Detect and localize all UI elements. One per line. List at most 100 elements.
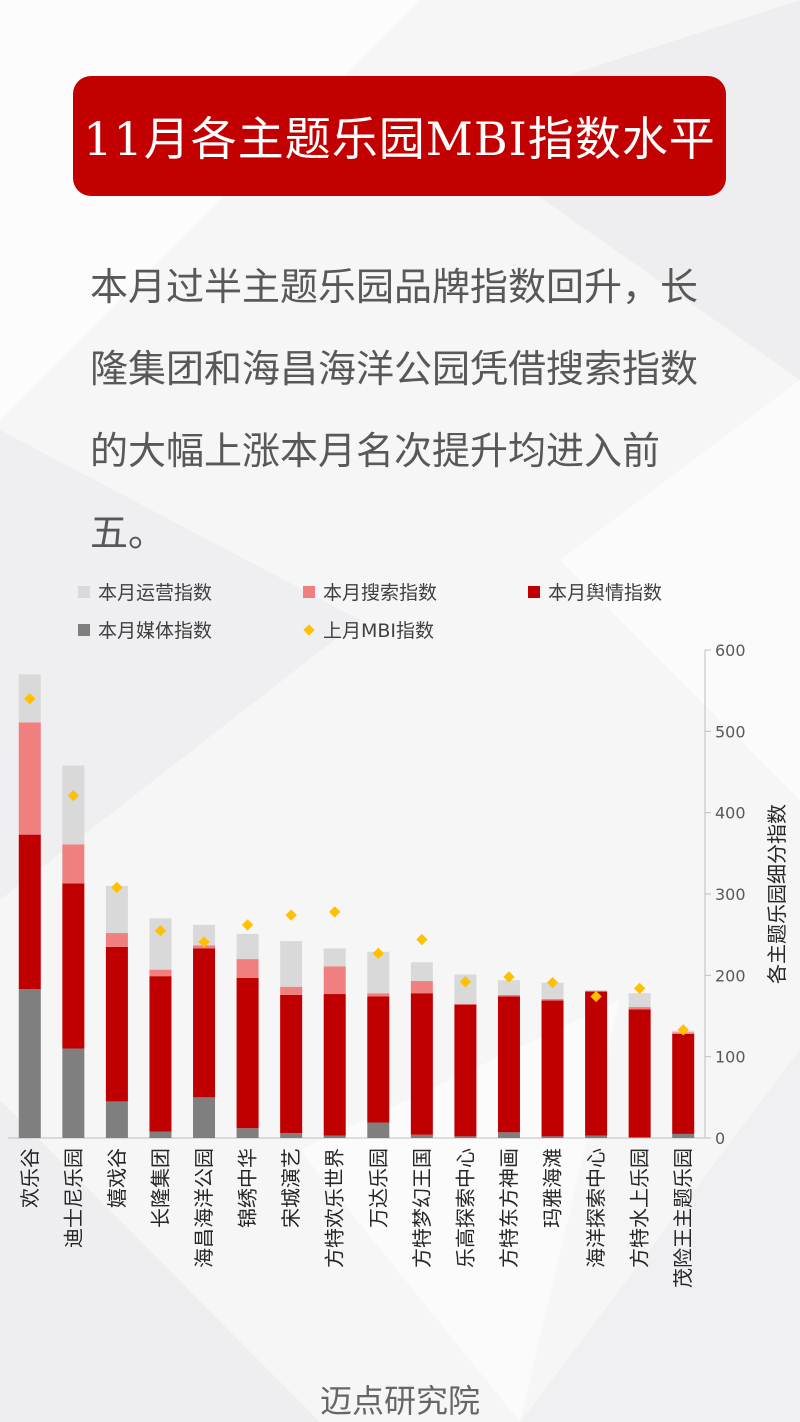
y-tick-label: 100 <box>715 1048 746 1067</box>
bar-segment <box>62 1048 85 1138</box>
last-month-marker <box>503 971 515 983</box>
legend-label-media: 本月媒体指数 <box>98 620 213 642</box>
bar-segment <box>105 933 128 947</box>
bar-segment <box>410 993 433 1135</box>
legend-swatch-search <box>303 585 315 598</box>
bar-segment <box>454 1136 477 1138</box>
title-banner: 11月各主题乐园MBI指数水平 <box>73 76 726 196</box>
last-month-marker <box>633 982 646 995</box>
category-label: 方特水上乐园 <box>628 1148 652 1268</box>
bar-segment <box>585 1135 608 1138</box>
bar-segment <box>497 1132 520 1138</box>
y-tick-label: 300 <box>715 885 746 904</box>
category-label: 方特东方神画 <box>497 1148 521 1268</box>
y-tick-label: 200 <box>715 966 746 985</box>
bar-segment <box>105 1101 128 1138</box>
bar-segment <box>672 1033 695 1134</box>
bar-segment <box>280 1133 303 1138</box>
bar-segment <box>323 994 346 1136</box>
bar-segment <box>628 1137 651 1138</box>
last-month-marker <box>416 933 428 946</box>
category-label: 海昌海洋公园 <box>192 1148 216 1268</box>
last-month-marker <box>285 909 297 921</box>
bar-segment <box>62 844 85 884</box>
bar-segment <box>323 948 346 967</box>
category-label: 海洋探索中心 <box>584 1148 608 1268</box>
bar-segment <box>280 941 303 987</box>
intro-paragraph: 本月过半主题乐园品牌指数回升，长隆集团和海昌海洋公园凭借搜索指数的大幅上涨本月名… <box>90 265 699 555</box>
bar-segment <box>672 1133 695 1138</box>
bar-segment <box>149 969 172 977</box>
bar-segment <box>105 885 128 934</box>
category-label: 长隆集团 <box>148 1148 172 1228</box>
legend-swatch-sentiment <box>528 585 540 598</box>
legend-item-last-month: 上月MBI指数 <box>303 616 434 643</box>
category-label: 欢乐谷 <box>18 1148 42 1208</box>
bar-segment <box>410 1134 433 1138</box>
category-label: 方特梦幻王国 <box>410 1148 434 1268</box>
category-label: 锦绣中华 <box>236 1148 260 1228</box>
bar-segment <box>410 962 433 982</box>
last-month-marker <box>198 936 210 948</box>
bar-segment <box>236 933 259 960</box>
bar-segment <box>585 989 608 991</box>
y-tick-label: 500 <box>715 722 746 741</box>
bar-segment <box>193 1097 216 1138</box>
bar-segment <box>541 998 564 1001</box>
last-month-marker <box>372 947 384 960</box>
last-month-marker <box>329 906 341 918</box>
bar-segment <box>367 951 390 994</box>
bar-segment <box>280 986 303 995</box>
bar-segment <box>410 981 433 994</box>
bar-segment <box>105 946 128 1102</box>
bar-segment <box>628 1007 651 1010</box>
legend-label-operation: 本月运营指数 <box>98 582 213 604</box>
legend-label-last-month: 上月MBI指数 <box>323 620 435 642</box>
legend-swatch-media <box>78 623 90 636</box>
bar-segment <box>628 993 651 1008</box>
last-month-marker <box>677 1024 689 1036</box>
bar-segment <box>236 977 259 1129</box>
footer-source: 迈点研究院 <box>319 1382 480 1420</box>
last-month-marker <box>459 976 472 988</box>
stacked-bar-chart: 0 100 200 300 400 500 600 各主题乐园细分指数欢乐谷 迪士尼乐园 嬉戏谷长… <box>8 641 789 1288</box>
legend-item-media: 本月媒体指数 <box>78 616 212 643</box>
last-month-marker <box>590 990 602 1003</box>
bar-segment <box>149 976 172 1132</box>
category-label: 方特欢乐世界 <box>323 1148 347 1268</box>
category-label: 茂险王主题乐园 <box>671 1148 695 1288</box>
bar-segment <box>497 994 520 997</box>
legend-swatch-operation <box>78 585 90 598</box>
legend-label-sentiment: 本月舆情指数 <box>548 582 663 604</box>
y-tick-label: 0 <box>715 1129 725 1148</box>
bar-segment <box>541 1136 564 1138</box>
y-tick-label: 400 <box>715 804 746 823</box>
bar-segment <box>18 834 41 990</box>
bar-segment <box>541 1000 564 1137</box>
legend-marker-last-month <box>303 623 315 636</box>
bar-segment <box>236 1128 259 1138</box>
bar-segment <box>497 996 520 1133</box>
bar-segment <box>62 883 85 1049</box>
legend-item-operation: 本月运营指数 <box>78 578 212 605</box>
bar-segment <box>149 918 172 970</box>
bar-segment <box>193 924 216 946</box>
y-tick-label: 600 <box>715 641 746 660</box>
bar-segment <box>18 722 41 835</box>
category-label: 嬉戏谷 <box>105 1148 129 1208</box>
bar-segment <box>323 1135 346 1138</box>
bar-segment <box>149 1131 172 1138</box>
bar-segment <box>454 1004 477 1137</box>
bar-segment <box>497 980 520 995</box>
chart-legend: 本月运营指数 本月搜索指数 本月舆情指数 本月媒体指数 上月MBI指数 <box>78 578 718 650</box>
bar-segment <box>323 966 346 995</box>
bar-segment <box>367 1122 390 1138</box>
bar-segment <box>541 982 564 999</box>
bar-segment <box>367 993 390 997</box>
bar-segment <box>585 991 608 1136</box>
page-title: 11月各主题乐园MBI指数水平 <box>83 112 716 166</box>
category-label: 乐高探索中心 <box>453 1148 477 1268</box>
category-label: 宋城演艺 <box>279 1148 303 1228</box>
legend-item-sentiment: 本月舆情指数 <box>528 578 662 605</box>
last-month-marker <box>546 976 559 989</box>
